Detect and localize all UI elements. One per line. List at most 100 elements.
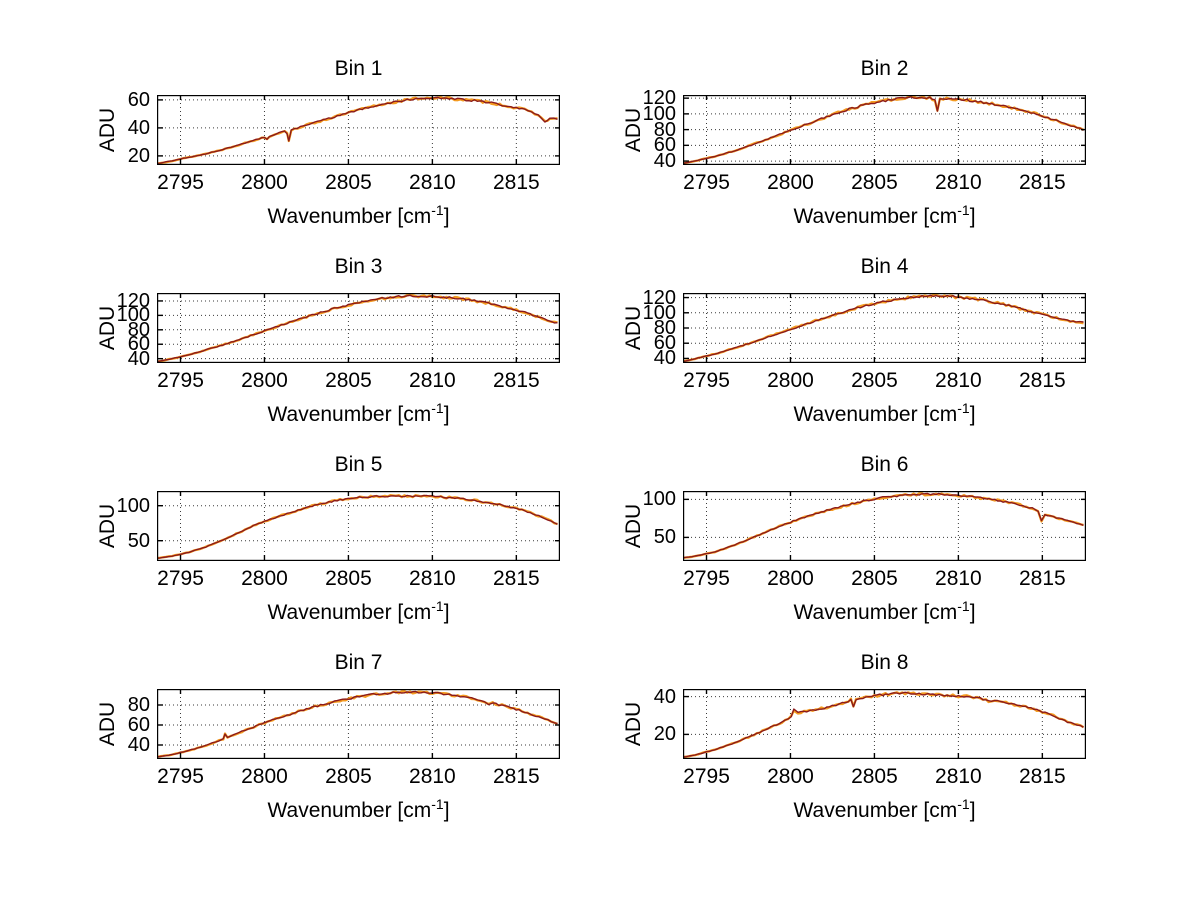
y-tick-label: 80	[127, 694, 150, 716]
x-tick-label: 2815	[1018, 171, 1066, 194]
x-tick-label: 2800	[767, 567, 814, 590]
plot-title: Bin 1	[334, 57, 383, 80]
x-axis-label: Wavenumber [cm-1]	[683, 202, 1086, 229]
data-trace-orange	[683, 492, 1084, 559]
y-tick-label: 120	[642, 87, 676, 110]
data-trace-orange	[157, 689, 558, 759]
x-tick-label: 2805	[851, 567, 898, 590]
x-tick-label: 2805	[851, 171, 898, 194]
x-tick-label: 2795	[157, 171, 204, 194]
subplot-bin-6: Bin 6 ADU Wavenumber [cm-1] 50 100 2795 280…	[622, 453, 1086, 624]
y-tick-label: 40	[127, 347, 150, 370]
y-tick-label: 60	[127, 88, 150, 111]
data-trace-darkred	[157, 690, 558, 758]
plot-canvas	[157, 293, 560, 363]
axes-box	[157, 491, 560, 561]
subplot-bin-2: Bin 2 ADU Wavenumber [cm-1] 40 60 80 100 120…	[622, 57, 1086, 228]
plot-canvas	[683, 293, 1086, 363]
y-tick-label: 60	[653, 332, 676, 355]
x-tick-label: 2805	[325, 765, 372, 788]
x-axis-label-bracket: ]	[969, 205, 976, 228]
y-tick-label: 120	[116, 289, 150, 312]
plot-canvas	[683, 491, 1086, 561]
data-trace-orange	[683, 691, 1085, 759]
x-axis-label: Wavenumber [cm-1]	[683, 400, 1086, 427]
x-axis-label-bracket: ]	[443, 601, 450, 624]
plot-canvas	[157, 689, 560, 759]
y-tick-label: 50	[127, 529, 150, 552]
x-axis-label-bracket: ]	[969, 403, 976, 426]
axes-box	[157, 293, 560, 363]
x-tick-label: 2800	[241, 369, 288, 392]
x-tick-label: 2805	[325, 369, 372, 392]
y-tick-label: 100	[642, 488, 676, 511]
y-tick-label: 40	[127, 116, 150, 139]
y-tick-label: 100	[642, 102, 676, 125]
x-tick-label: 2815	[492, 567, 540, 590]
x-tick-label: 2815	[1018, 567, 1066, 590]
x-axis-label-text: Wavenumber [cm	[793, 403, 958, 426]
plot-title: Bin 4	[860, 255, 909, 278]
x-tick-label: 2795	[157, 567, 204, 590]
plot-title: Bin 2	[860, 57, 909, 80]
plot-canvas	[683, 95, 1086, 165]
x-tick-label: 2800	[241, 567, 288, 590]
subplot-bin-5: Bin 5 ADU Wavenumber [cm-1] 50 100 2795 280…	[96, 453, 560, 624]
x-tick-label: 2805	[851, 765, 898, 788]
x-tick-label: 2810	[935, 171, 982, 194]
data-trace-darkred	[683, 96, 1084, 165]
y-tick-label: 80	[653, 118, 676, 141]
x-axis-label-bracket: ]	[443, 205, 450, 228]
subplot-bin-3: Bin 3 ADU Wavenumber [cm-1] 40 60 80 100 120…	[96, 255, 560, 426]
x-axis-label-exponent: -1	[957, 400, 970, 416]
data-trace-darkred	[683, 691, 1084, 758]
y-tick-label: 80	[127, 318, 150, 341]
x-tick-label: 2815	[1018, 369, 1066, 392]
x-axis-label: Wavenumber [cm-1]	[157, 598, 560, 625]
x-axis-label-bracket: ]	[443, 403, 450, 426]
axes-box	[157, 95, 560, 165]
x-axis-label: Wavenumber [cm-1]	[157, 796, 560, 823]
y-tick-label: 120	[642, 286, 676, 309]
y-tick-label: 100	[642, 301, 676, 324]
x-axis-label-exponent: -1	[431, 598, 444, 614]
x-tick-label: 2795	[157, 765, 204, 788]
x-tick-label: 2800	[767, 369, 814, 392]
data-trace-darkred	[683, 294, 1084, 363]
x-axis-label-bracket: ]	[969, 601, 976, 624]
plot-canvas	[683, 689, 1086, 759]
x-axis-label-text: Wavenumber [cm	[793, 799, 958, 822]
data-trace-darkred	[157, 294, 558, 363]
x-axis-label-bracket: ]	[969, 799, 976, 822]
x-tick-label: 2800	[767, 171, 814, 194]
axes-box	[157, 689, 560, 759]
x-axis-label-text: Wavenumber [cm	[267, 205, 432, 228]
x-axis-label-text: Wavenumber [cm	[267, 799, 432, 822]
x-axis-label-text: Wavenumber [cm	[267, 403, 432, 426]
x-axis-label-bracket: ]	[443, 799, 450, 822]
plot-title: Bin 7	[334, 651, 383, 674]
x-tick-label: 2795	[683, 567, 730, 590]
x-axis-label-exponent: -1	[431, 202, 444, 218]
x-axis-label-exponent: -1	[957, 202, 970, 218]
x-tick-label: 2800	[767, 765, 814, 788]
x-tick-label: 2800	[241, 171, 288, 194]
y-tick-label: 20	[127, 144, 150, 167]
subplot-bin-8: Bin 8 ADU Wavenumber [cm-1] 20 40 2795 2800…	[622, 651, 1086, 822]
x-tick-label: 2815	[492, 369, 540, 392]
y-tick-label: 100	[116, 304, 150, 327]
y-tick-label: 40	[127, 734, 150, 756]
y-tick-label: 40	[653, 150, 676, 173]
data-trace-orange	[157, 95, 558, 165]
plot-title: Bin 5	[334, 453, 383, 476]
subplot-bin-4: Bin 4 ADU Wavenumber [cm-1] 40 60 80 100 120…	[622, 255, 1086, 426]
x-axis-label: Wavenumber [cm-1]	[157, 401, 560, 427]
x-tick-label: 2810	[409, 369, 456, 392]
x-tick-label: 2815	[1018, 765, 1066, 788]
x-tick-label: 2810	[409, 567, 456, 590]
x-axis-label: Wavenumber [cm-1]	[157, 202, 560, 229]
x-tick-label: 2795	[683, 369, 730, 392]
x-tick-label: 2810	[935, 567, 982, 590]
x-axis-label-exponent: -1	[431, 796, 444, 812]
